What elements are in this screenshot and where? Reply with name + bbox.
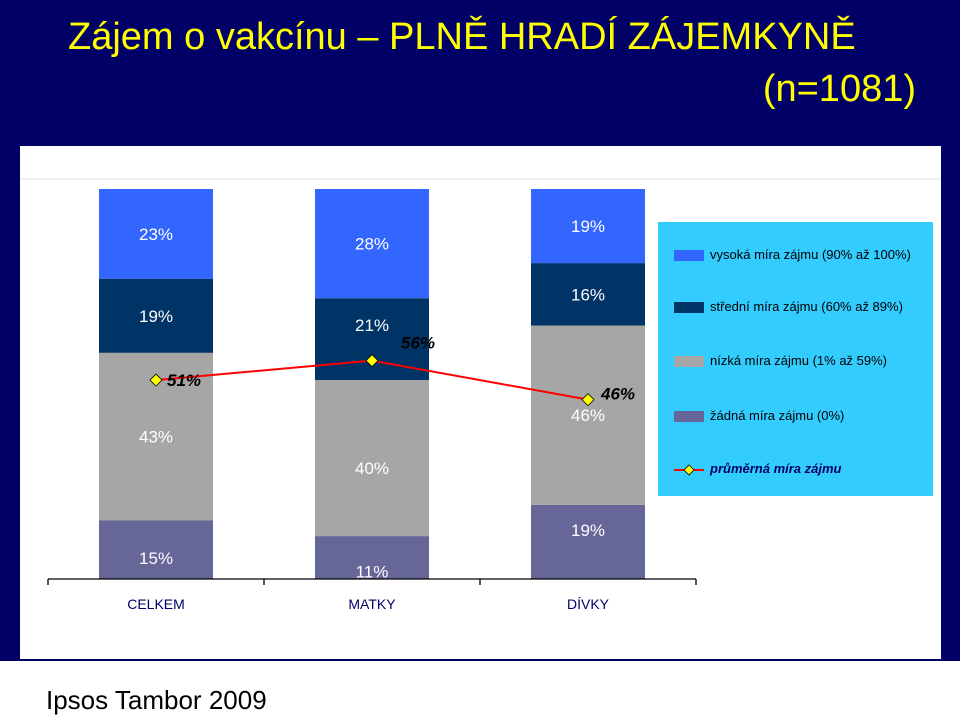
data-label-vysoka-1: 28%	[355, 235, 389, 254]
data-label-zadna-1: 11%	[356, 563, 389, 582]
legend-label-prumerna: průměrná míra zájmu	[710, 461, 842, 476]
x-tick-label-2: DÍVKY	[567, 596, 610, 612]
x-tick-label-0: CELKEM	[127, 596, 185, 612]
legend-label-nizka: nízká míra zájmu (1% až 59%)	[710, 353, 888, 368]
legend-item-stredni: střední míra zájmu (60% až 89%)	[674, 298, 934, 318]
chart-title: Zájem o vakcínu – PLNĚ HRADÍ ZÁJEMKYNĚ (…	[0, 16, 960, 126]
data-label-zadna-0: 15%	[139, 549, 173, 568]
legend-label-zadna: žádná míra zájmu (0%)	[710, 408, 845, 423]
legend-item-zadna: žádná míra zájmu (0%)	[674, 407, 934, 427]
data-label-vysoka-0: 23%	[139, 225, 173, 244]
average-label-2: 46%	[600, 385, 635, 404]
bar-nizka-2	[531, 325, 645, 505]
bar-stredni-0	[99, 278, 213, 353]
average-marker-0	[149, 373, 163, 387]
legend: vysoká míra zájmu (90% až 100%) střední …	[658, 222, 933, 496]
title-line-1: Zájem o vakcínu – PLNĚ HRADÍ ZÁJEMKYNĚ	[68, 16, 856, 58]
legend-swatch-vysoka	[674, 250, 704, 261]
bar-vysoka-2	[531, 189, 645, 264]
bar-nizka-1	[315, 380, 429, 537]
data-label-stredni-1: 21%	[355, 316, 389, 335]
legend-item-vysoka: vysoká míra zájmu (90% až 100%)	[674, 246, 934, 266]
average-label-1: 56%	[401, 334, 435, 353]
data-label-nizka-0: 43%	[139, 428, 173, 447]
legend-item-nizka: nízká míra zájmu (1% až 59%)	[674, 352, 934, 372]
x-tick-label-1: MATKY	[348, 596, 396, 612]
legend-swatch-zadna	[674, 411, 704, 422]
footer: Ipsos Tambor 2009	[0, 661, 960, 716]
legend-line-symbol	[674, 464, 704, 476]
bar-zadna-1	[315, 536, 429, 579]
legend-label-vysoka: vysoká míra zájmu (90% až 100%)	[710, 247, 911, 262]
chart-svg: 15% 43% 19% 23% 11% 40% 21% 28% 19% 46% 16% 19% CELK…	[20, 178, 941, 612]
title-line-2: (n=1081)	[762, 68, 916, 110]
bar-stredni-2	[531, 263, 645, 326]
bar-zadna-0	[99, 520, 213, 579]
average-marker-1	[365, 354, 379, 368]
bar-zadna-2	[531, 504, 645, 579]
data-label-nizka-2: 46%	[571, 406, 605, 425]
average-label-0: 51%	[167, 371, 201, 390]
bar-vysoka-1	[315, 189, 429, 299]
bar-vysoka-0	[99, 189, 213, 279]
data-label-nizka-1: 40%	[355, 459, 389, 478]
legend-swatch-stredni	[674, 302, 704, 313]
source-label: Ipsos Tambor 2009	[46, 685, 267, 715]
legend-label-stredni: střední míra zájmu (60% až 89%)	[710, 299, 903, 314]
legend-swatch-nizka	[674, 356, 704, 367]
data-label-stredni-0: 19%	[139, 307, 173, 326]
average-marker-2	[581, 393, 595, 407]
data-label-zadna-2: 19%	[571, 521, 605, 540]
chart-area: 15% 43% 19% 23% 11% 40% 21% 28% 19% 46% 16% 19% CELK…	[20, 146, 941, 659]
legend-item-prumerna: průměrná míra zájmu	[674, 460, 934, 480]
data-label-vysoka-2: 19%	[571, 217, 605, 236]
data-label-stredni-2: 16%	[571, 285, 605, 304]
